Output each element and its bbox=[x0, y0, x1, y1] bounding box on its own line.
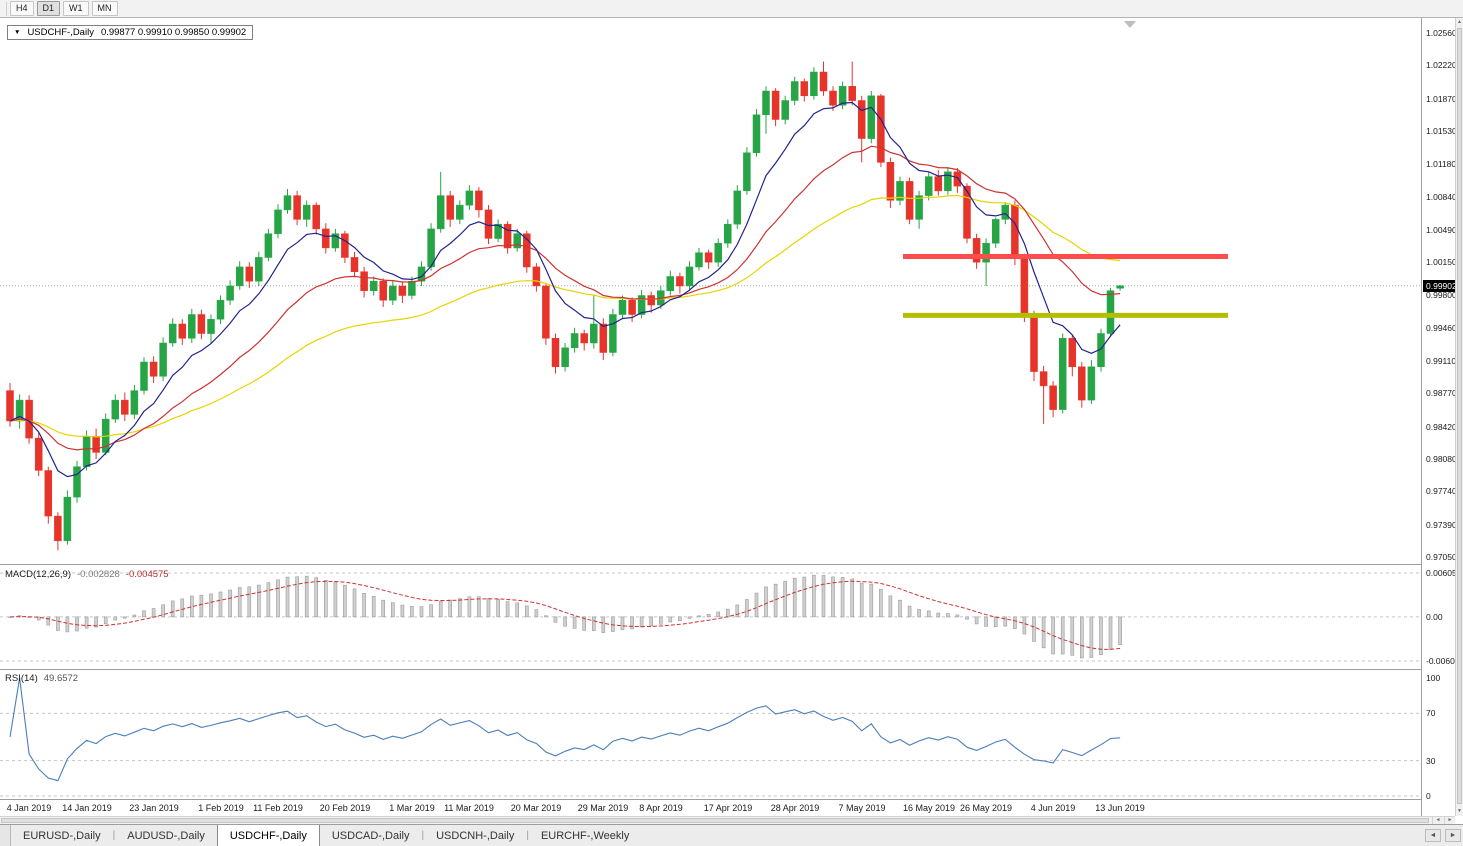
date-label: 7 May 2019 bbox=[838, 803, 886, 813]
tab-eurchf-weekly[interactable]: EURCHF-,Weekly bbox=[540, 829, 630, 842]
price-axis-label: 1.02220 bbox=[1426, 60, 1457, 70]
price-axis-label: 0.99110 bbox=[1426, 356, 1457, 366]
rsi-axis-label: 70 bbox=[1426, 708, 1436, 718]
price-axis-label: 1.02560 bbox=[1426, 28, 1457, 38]
rsi-indicator-label: RSI(14) 49.6572 bbox=[5, 673, 78, 684]
macd-axis-label: 0.006058 bbox=[1426, 568, 1462, 578]
price-axis-label: 0.98080 bbox=[1426, 454, 1457, 464]
time-axis[interactable]: 4 Jan 2019 14 Jan 2019 23 Jan 2019 1 Feb 20… bbox=[0, 799, 1421, 816]
scroll-left-icon[interactable]: ◄ bbox=[1432, 817, 1443, 824]
price-axis-label: 0.97050 bbox=[1426, 552, 1457, 562]
date-label: 20 Feb 2019 bbox=[319, 803, 371, 813]
price-axis-label: 0.98420 bbox=[1426, 422, 1457, 432]
macd-panel-canvas[interactable] bbox=[0, 565, 1421, 669]
macd-name: MACD(12,26,9) bbox=[5, 569, 71, 580]
toolbar-grip[interactable] bbox=[3, 1, 7, 16]
candlesticks bbox=[6, 61, 1124, 551]
price-axis-label: 0.98770 bbox=[1426, 388, 1457, 398]
tab-separator: | bbox=[526, 830, 529, 841]
rsi-axis-label: 100 bbox=[1426, 673, 1441, 683]
symbol-label: USDCHF-,Daily bbox=[27, 27, 94, 38]
rsi-axis-label: 0 bbox=[1426, 791, 1431, 801]
price-axis-label: 1.00150 bbox=[1426, 257, 1457, 267]
tabs-scroll-left-button[interactable]: ◄ bbox=[1425, 829, 1441, 842]
macd-value-main: -0.002828 bbox=[77, 569, 120, 580]
scroll-right-icon[interactable]: ► bbox=[1444, 817, 1455, 824]
macd-axis-label: -0.006096 bbox=[1426, 656, 1463, 666]
timeframe-toolbar: H4 D1 W1 MN bbox=[0, 0, 1463, 18]
price-axis-label: 1.01530 bbox=[1426, 126, 1457, 136]
chart-window: ▼ USDCHF-,Daily 0.99877 0.99910 0.99850 … bbox=[0, 18, 1463, 824]
date-label: 28 Apr 2019 bbox=[770, 803, 820, 813]
tab-usdchf-daily[interactable]: USDCHF-,Daily bbox=[216, 825, 320, 846]
chart-shift-marker-icon[interactable] bbox=[1124, 21, 1136, 28]
date-label: 29 Mar 2019 bbox=[577, 803, 629, 813]
tabs-scroll-right-button[interactable]: ► bbox=[1445, 829, 1461, 842]
tab-separator: | bbox=[421, 830, 425, 841]
price-axis-label: 1.01870 bbox=[1426, 94, 1457, 104]
date-label: 26 May 2019 bbox=[959, 803, 1013, 813]
timeframe-button-d1[interactable]: D1 bbox=[36, 1, 61, 16]
symbol-ohlc-header[interactable]: ▼ USDCHF-,Daily 0.99877 0.99910 0.99850 … bbox=[7, 25, 254, 40]
rsi-value: 49.6572 bbox=[43, 673, 79, 684]
macd-indicator-label: MACD(12,26,9) -0.002828 -0.004575 bbox=[5, 569, 169, 580]
date-label: 16 May 2019 bbox=[902, 803, 956, 813]
bid-price-badge: 0.99902 bbox=[1423, 280, 1460, 292]
tab-separator: | bbox=[112, 830, 116, 841]
rsi-name: RSI(14) bbox=[5, 673, 38, 684]
price-axis-label: 1.01180 bbox=[1426, 159, 1457, 169]
macd-axis-label: 0.00 bbox=[1426, 612, 1443, 622]
macd-signal-line bbox=[9, 580, 1121, 650]
chart-tabbar: EURUSD-,Daily | AUDUSD-,Daily USDCHF-,Daily… bbox=[0, 824, 1463, 846]
main-chart-canvas[interactable] bbox=[0, 18, 1421, 565]
date-label: 20 Mar 2019 bbox=[510, 803, 562, 813]
tab-usdcad-daily[interactable]: USDCAD-,Daily bbox=[331, 829, 410, 842]
timeframe-button-w1[interactable]: W1 bbox=[63, 1, 89, 16]
ma-21-line bbox=[9, 145, 1121, 451]
date-label: 11 Mar 2019 bbox=[444, 803, 494, 813]
tabbar-scroll-buttons: ◄ ► bbox=[1423, 825, 1463, 846]
panel-separator[interactable] bbox=[0, 564, 1455, 565]
price-axis-label: 0.97390 bbox=[1426, 520, 1457, 530]
macd-histogram bbox=[8, 574, 1122, 659]
tab-usdcnh-daily[interactable]: USDCNH-,Daily bbox=[436, 829, 515, 842]
macd-value-signal: -0.004575 bbox=[125, 569, 169, 580]
date-label: 13 Jun 2019 bbox=[1095, 803, 1145, 813]
horizontal-scrollbar[interactable]: ◄ ► bbox=[0, 816, 1455, 824]
price-axis-label: 0.99800 bbox=[1426, 290, 1457, 300]
tabbar-grip[interactable] bbox=[0, 825, 11, 846]
scroll-up-icon[interactable]: ▲ bbox=[1457, 19, 1462, 25]
rsi-panel-canvas[interactable] bbox=[0, 670, 1421, 799]
date-label: 23 Jan 2019 bbox=[129, 803, 179, 813]
date-label: 14 Jan 2019 bbox=[62, 803, 112, 813]
date-label: 17 Apr 2019 bbox=[703, 803, 753, 813]
price-axis-label: 1.00840 bbox=[1426, 192, 1457, 202]
ohlc-values: 0.99877 0.99910 0.99850 0.99902 bbox=[100, 27, 247, 38]
date-label: 11 Feb 2019 bbox=[253, 803, 303, 813]
chart-dropdown-icon[interactable]: ▼ bbox=[14, 29, 21, 36]
tab-eurusd-daily[interactable]: EURUSD-,Daily bbox=[23, 829, 101, 842]
panel-separator[interactable] bbox=[0, 669, 1455, 670]
horizontal-scroll-thumb[interactable] bbox=[1, 818, 1429, 823]
ma-8-line bbox=[9, 101, 1121, 478]
vertical-scroll-thumb[interactable] bbox=[1457, 28, 1462, 804]
price-axis-label: 1.00490 bbox=[1426, 225, 1457, 235]
date-label: 4 Jun 2019 bbox=[1030, 803, 1076, 813]
timeframe-button-mn[interactable]: MN bbox=[91, 1, 118, 16]
date-label: 1 Feb 2019 bbox=[198, 803, 244, 813]
ma-45-line bbox=[9, 194, 1121, 438]
tab-audusd-daily[interactable]: AUDUSD-,Daily bbox=[127, 829, 205, 842]
scroll-down-icon[interactable]: ▼ bbox=[1457, 808, 1462, 814]
panel-separator bbox=[0, 799, 1455, 800]
date-label: 1 Mar 2019 bbox=[389, 803, 435, 813]
price-axis-label: 0.97740 bbox=[1426, 486, 1457, 496]
date-label: 8 Apr 2019 bbox=[639, 803, 683, 813]
rsi-line bbox=[9, 677, 1121, 782]
price-axis-label: 0.99460 bbox=[1426, 323, 1457, 333]
rsi-axis-label: 30 bbox=[1426, 756, 1436, 766]
vertical-scrollbar[interactable]: ▲ ▼ bbox=[1455, 18, 1463, 816]
timeframe-button-h4[interactable]: H4 bbox=[10, 1, 34, 16]
date-label: 4 Jan 2019 bbox=[6, 803, 52, 813]
